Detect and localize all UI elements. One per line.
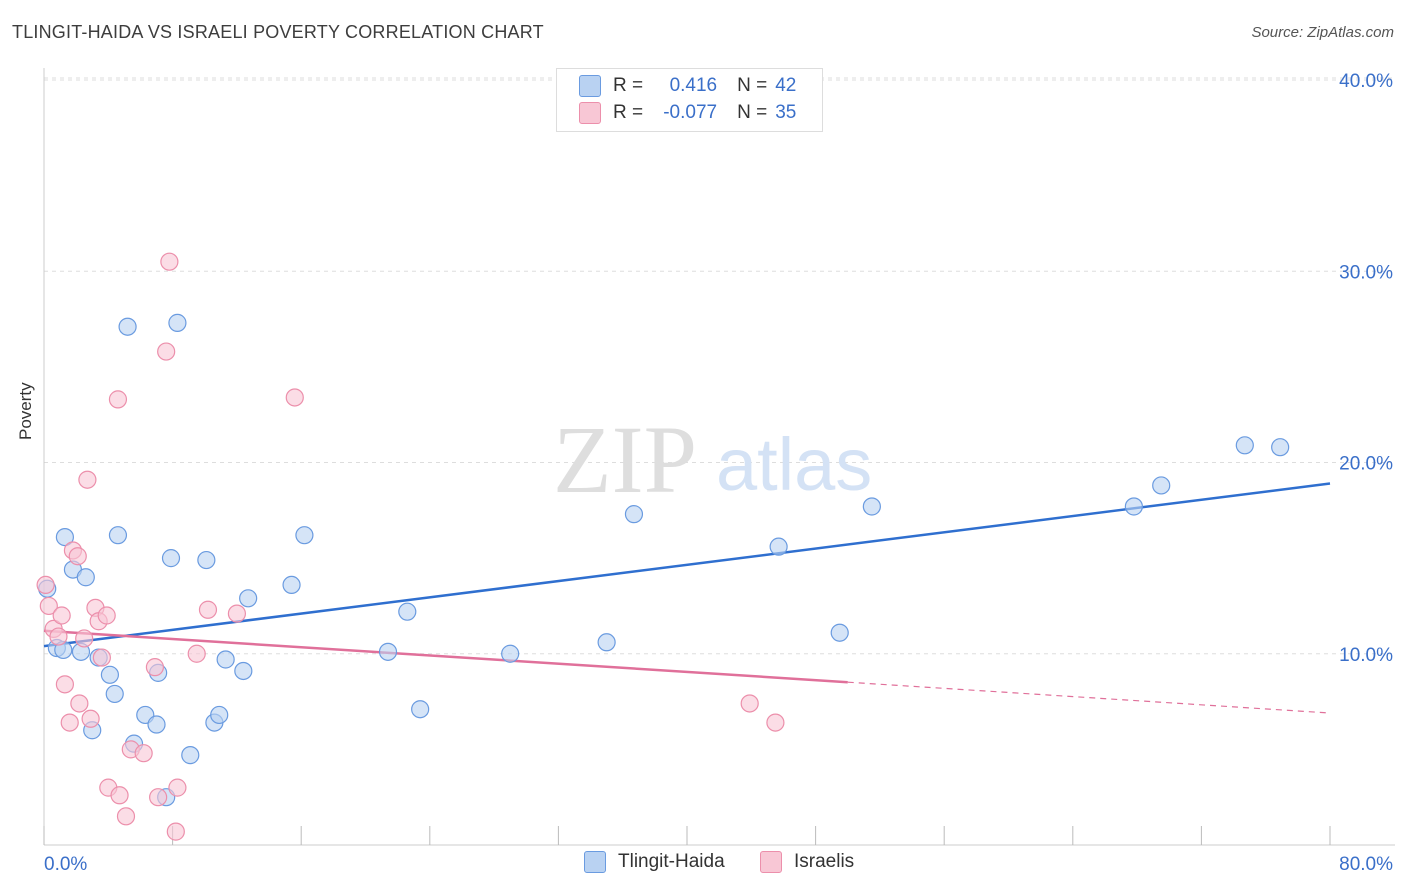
data-point-tlingit-haida — [1124, 497, 1143, 516]
data-point-israelis — [149, 788, 168, 807]
data-point-tlingit-haida — [100, 665, 120, 684]
axes — [43, 68, 1395, 846]
data-point-israelis — [166, 822, 185, 841]
x-tick-label: 0.0% — [44, 854, 87, 875]
data-point-israelis — [227, 604, 246, 623]
tick-labels: 10.0% 20.0% 30.0% 40.0% 0.0% 80.0% — [44, 71, 1393, 875]
data-point-tlingit-haida — [1271, 438, 1290, 457]
watermark: ZIP atlas — [553, 406, 872, 513]
data-point-tlingit-haida — [239, 589, 258, 608]
data-point-tlingit-haida — [1235, 436, 1254, 455]
data-point-tlingit-haida — [501, 644, 520, 663]
data-point-israelis — [285, 388, 304, 407]
data-point-israelis — [187, 644, 206, 663]
data-point-israelis — [134, 744, 153, 763]
legend-r-value: -0.077 — [663, 102, 718, 123]
data-point-israelis — [110, 786, 129, 805]
legend-row-israelis: R = -0.077 N = 35 — [579, 100, 796, 126]
data-point-tlingit-haida — [830, 623, 849, 642]
data-point-israelis — [168, 778, 187, 797]
data-point-israelis — [198, 600, 218, 619]
data-point-tlingit-haida — [216, 650, 235, 669]
y-tick-label: 20.0% — [1339, 454, 1393, 475]
trend-line-israelis-extension — [847, 681, 1331, 714]
data-point-tlingit-haida — [210, 705, 229, 725]
data-point-israelis — [92, 648, 111, 667]
data-point-tlingit-haida — [55, 527, 74, 547]
data-point-israelis — [36, 575, 55, 595]
data-point-israelis — [49, 627, 68, 646]
watermark-atlas: atlas — [716, 423, 872, 506]
legend-n-label: N = — [737, 102, 768, 123]
source-label: Source: ZipAtlas.com — [1251, 24, 1394, 41]
data-point-tlingit-haida — [411, 700, 430, 719]
data-point-tlingit-haida — [197, 550, 216, 570]
data-point-tlingit-haida — [118, 317, 137, 336]
trend-line-tlingit-haida — [43, 482, 1331, 648]
data-point-tlingit-haida — [597, 633, 616, 652]
data-point-tlingit-haida — [108, 526, 128, 545]
trend-line-israelis — [43, 629, 848, 684]
legend-n-value: 42 — [775, 75, 797, 96]
data-point-tlingit-haida — [624, 505, 644, 524]
y-tick-label: 40.0% — [1339, 71, 1393, 92]
data-point-israelis — [157, 342, 176, 361]
data-point-israelis — [39, 596, 58, 616]
bottom-legend-label: Tlingit-Haida — [618, 851, 725, 872]
data-point-tlingit-haida — [147, 715, 166, 734]
data-point-tlingit-haida — [769, 537, 788, 556]
data-point-tlingit-haida — [295, 526, 314, 545]
watermark-zip: ZIP — [553, 406, 697, 513]
legend-swatch-pink — [579, 102, 601, 124]
data-point-tlingit-haida — [161, 549, 181, 568]
data-point-tlingit-haida — [1152, 476, 1171, 495]
data-point-tlingit-haida — [862, 497, 881, 516]
data-points — [36, 252, 1290, 841]
gridlines — [44, 77, 1395, 655]
trend-lines — [43, 482, 1331, 714]
data-point-israelis — [160, 252, 179, 271]
data-point-israelis — [60, 713, 79, 732]
x-tick-label: 80.0% — [1339, 854, 1393, 875]
data-point-israelis — [740, 694, 759, 713]
y-tick-label: 30.0% — [1339, 262, 1393, 283]
data-point-tlingit-haida — [282, 575, 301, 595]
bottom-legend-swatch-blue — [584, 851, 606, 873]
bottom-legend-tlingit-haida: Tlingit-Haida — [584, 851, 725, 873]
bottom-legend-israelis: Israelis — [760, 851, 854, 873]
data-point-israelis — [68, 547, 87, 566]
data-point-tlingit-haida — [234, 661, 253, 681]
data-point-israelis — [97, 606, 116, 625]
data-point-israelis — [70, 694, 89, 713]
legend-row-tlingit-haida: R = 0.416 N = 42 — [579, 73, 796, 99]
data-point-tlingit-haida — [398, 602, 417, 621]
data-point-tlingit-haida — [105, 684, 124, 704]
data-point-israelis — [52, 606, 71, 625]
data-point-israelis — [78, 470, 97, 489]
bottom-legend-swatch-pink — [760, 851, 782, 873]
legend-n-value: 35 — [775, 102, 797, 123]
correlation-legend: R = 0.416 N = 42 R = -0.077 N = 35 — [556, 68, 823, 132]
data-point-tlingit-haida — [378, 642, 398, 661]
data-point-tlingit-haida — [76, 568, 95, 587]
legend-n-label: N = — [737, 75, 768, 96]
legend-r-label: R = — [613, 75, 644, 96]
data-point-tlingit-haida — [181, 746, 200, 765]
data-point-israelis — [145, 658, 165, 677]
data-point-israelis — [75, 629, 94, 648]
legend-r-value: 0.416 — [669, 75, 718, 96]
legend-r-label: R = — [613, 102, 644, 123]
data-point-israelis — [81, 709, 100, 728]
bottom-legend-label: Israelis — [794, 851, 855, 872]
data-point-israelis — [108, 390, 128, 409]
data-point-israelis — [116, 807, 136, 826]
legend-swatch-blue — [579, 75, 601, 97]
y-tick-label: 10.0% — [1339, 645, 1393, 666]
data-point-tlingit-haida — [168, 313, 187, 332]
data-point-israelis — [55, 675, 74, 694]
chart-title: TLINGIT-HAIDA VS ISRAELI POVERTY CORRELA… — [12, 22, 544, 42]
data-point-israelis — [766, 713, 785, 732]
